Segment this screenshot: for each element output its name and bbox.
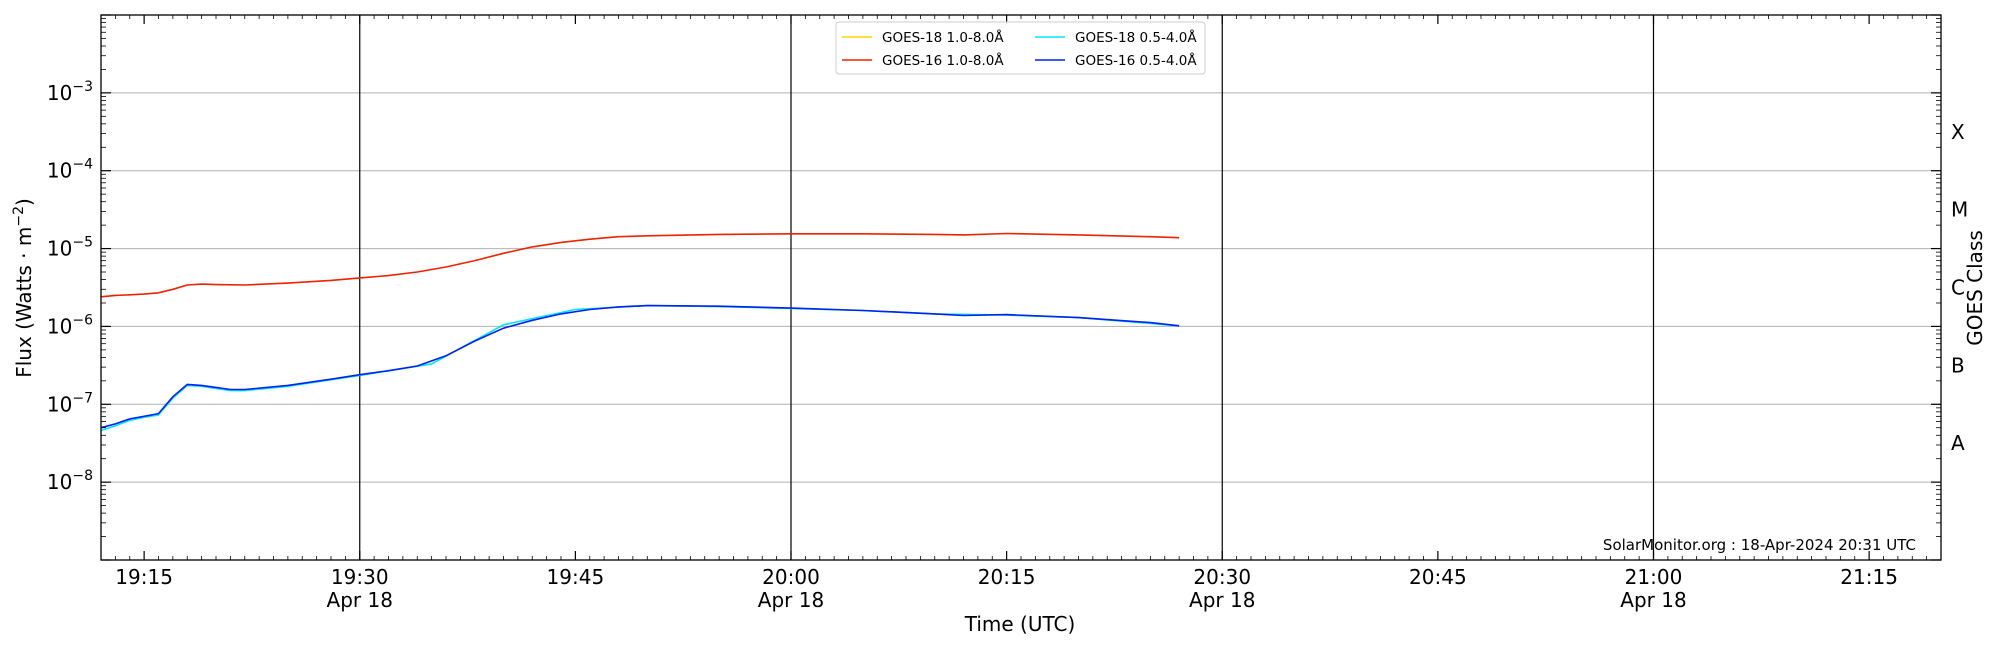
legend-label: GOES-16 0.5-4.0Å	[1075, 52, 1197, 69]
y-tick-label: 10−4	[47, 157, 93, 183]
y-tick-exponent: −6	[72, 312, 93, 328]
legend-label: GOES-18 1.0-8.0Å	[882, 29, 1004, 46]
x-tick-date-label: Apr 18	[758, 588, 824, 612]
series-line	[100, 304, 1180, 429]
series-layer	[100, 232, 1180, 432]
x-tick-label: 20:00	[762, 565, 820, 589]
grid-layer	[101, 92, 1941, 483]
y-tick-exponent: −5	[72, 235, 93, 251]
legend-label: GOES-16 1.0-8.0Å	[882, 52, 1004, 69]
y-tick-base: 10	[47, 159, 72, 183]
y-tick-label: 10−7	[47, 390, 93, 416]
goes-class-label: C	[1951, 276, 1965, 300]
y-tick-base: 10	[47, 470, 72, 494]
legend-box	[835, 21, 1206, 75]
y-tick-label: 10−8	[47, 468, 93, 494]
x-tick-date-label: Apr 18	[1189, 588, 1255, 612]
x-axis-title: Time (UTC)	[964, 612, 1076, 636]
y-tick-base: 10	[47, 314, 72, 338]
y-tick-label: 10−6	[47, 312, 93, 338]
x-tick-label: 21:15	[1840, 565, 1898, 589]
plot-frame	[100, 14, 1942, 561]
goes-class-label: M	[1951, 198, 1968, 222]
y-tick-base: 10	[47, 237, 72, 261]
y-tick-exponent: −4	[72, 157, 93, 173]
goes-class-label: X	[1951, 120, 1965, 144]
y-tick-exponent: −8	[72, 468, 93, 484]
x-tick-label: 19:45	[547, 565, 605, 589]
x-tick-label: 19:30	[331, 565, 389, 589]
x-tick-label: 20:30	[1193, 565, 1251, 589]
y-tick-exponent: −7	[72, 390, 93, 406]
goes-class-label: B	[1951, 353, 1965, 377]
y-tick-label: 10−5	[47, 235, 93, 261]
series-line	[100, 304, 1180, 432]
x-tick-label: 19:15	[115, 565, 173, 589]
x-tick-label: 20:15	[978, 565, 1036, 589]
series-line	[100, 232, 1180, 298]
x-tick-label: 20:45	[1409, 565, 1467, 589]
x-tick-label: 21:00	[1625, 565, 1683, 589]
credit-label: SolarMonitor.org : 18-Apr-2024 20:31 UTC	[1603, 536, 1916, 554]
goes-class-label: A	[1951, 431, 1965, 455]
y-tick-exponent: −3	[72, 79, 93, 95]
legend-label: GOES-18 0.5-4.0Å	[1075, 29, 1197, 46]
x-tick-date-label: Apr 18	[327, 588, 393, 612]
legend: GOES-18 1.0-8.0Å GOES-18 0.5-4.0Å GOES-16 …	[835, 21, 1206, 75]
y2-axis-title: GOES Class	[1963, 230, 1987, 346]
y-tick-base: 10	[47, 81, 72, 105]
y-tick-label: 10−3	[47, 79, 93, 105]
y-axis-title: Flux (Watts · m−2)	[11, 198, 36, 378]
y-tick-base: 10	[47, 392, 72, 416]
vertical-marker-lines	[359, 15, 1655, 560]
x-tick-date-label: Apr 18	[1620, 588, 1686, 612]
